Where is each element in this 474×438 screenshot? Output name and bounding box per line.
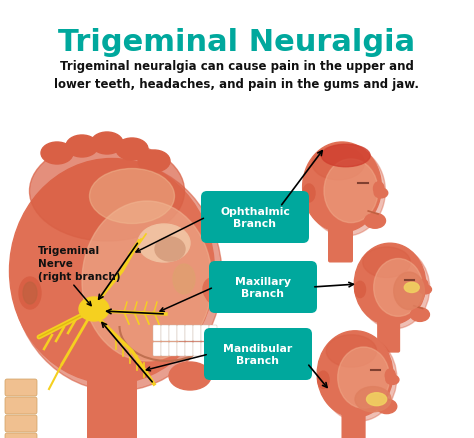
Ellipse shape (386, 375, 399, 385)
Ellipse shape (79, 297, 109, 321)
Ellipse shape (317, 331, 393, 417)
Ellipse shape (326, 335, 377, 367)
Ellipse shape (138, 151, 170, 173)
Ellipse shape (377, 399, 397, 413)
Ellipse shape (363, 247, 410, 278)
Text: Maxillary
Branch: Maxillary Branch (235, 276, 291, 299)
FancyBboxPatch shape (185, 342, 193, 356)
FancyBboxPatch shape (153, 325, 161, 341)
Ellipse shape (90, 169, 174, 224)
FancyBboxPatch shape (209, 342, 217, 356)
Ellipse shape (82, 201, 212, 361)
FancyBboxPatch shape (193, 325, 201, 341)
Ellipse shape (169, 362, 211, 390)
FancyBboxPatch shape (177, 325, 185, 341)
Ellipse shape (365, 214, 385, 229)
FancyBboxPatch shape (185, 325, 193, 341)
FancyBboxPatch shape (87, 376, 137, 438)
Ellipse shape (366, 393, 387, 406)
Ellipse shape (419, 286, 431, 294)
FancyBboxPatch shape (177, 342, 185, 356)
FancyBboxPatch shape (169, 342, 177, 356)
Ellipse shape (66, 136, 98, 158)
Text: Trigeminal Neuralgia: Trigeminal Neuralgia (58, 28, 416, 57)
Ellipse shape (355, 387, 391, 412)
FancyBboxPatch shape (201, 342, 209, 356)
Ellipse shape (307, 147, 385, 237)
Ellipse shape (23, 283, 37, 304)
Ellipse shape (385, 369, 395, 382)
Ellipse shape (321, 335, 397, 421)
Text: Trigeminal
Nerve
(right branch): Trigeminal Nerve (right branch) (38, 245, 120, 282)
FancyBboxPatch shape (5, 433, 37, 438)
FancyBboxPatch shape (193, 342, 201, 356)
FancyBboxPatch shape (161, 325, 169, 341)
Ellipse shape (354, 244, 426, 325)
FancyBboxPatch shape (161, 342, 169, 356)
Ellipse shape (12, 162, 222, 391)
Ellipse shape (374, 182, 384, 196)
Ellipse shape (337, 347, 390, 408)
Ellipse shape (91, 133, 123, 155)
Ellipse shape (116, 139, 148, 161)
Ellipse shape (318, 371, 329, 389)
Ellipse shape (138, 225, 190, 262)
Ellipse shape (173, 265, 195, 294)
Ellipse shape (312, 147, 365, 180)
Ellipse shape (358, 247, 430, 329)
FancyBboxPatch shape (5, 415, 37, 432)
Text: Mandibular
Branch: Mandibular Branch (223, 343, 292, 366)
FancyBboxPatch shape (169, 325, 177, 341)
FancyBboxPatch shape (341, 406, 365, 438)
Ellipse shape (41, 143, 73, 165)
Ellipse shape (155, 237, 185, 261)
FancyBboxPatch shape (204, 328, 312, 380)
Ellipse shape (29, 141, 184, 241)
FancyBboxPatch shape (209, 325, 217, 341)
Ellipse shape (302, 143, 382, 233)
Ellipse shape (9, 159, 215, 384)
FancyBboxPatch shape (153, 342, 161, 356)
FancyBboxPatch shape (209, 261, 317, 313)
FancyBboxPatch shape (201, 325, 209, 341)
Ellipse shape (404, 283, 419, 293)
Ellipse shape (180, 331, 215, 351)
Ellipse shape (419, 279, 428, 292)
Ellipse shape (19, 277, 41, 309)
Ellipse shape (410, 308, 429, 321)
Ellipse shape (374, 189, 388, 198)
FancyBboxPatch shape (5, 397, 37, 414)
FancyBboxPatch shape (377, 315, 400, 353)
Ellipse shape (321, 145, 370, 167)
Ellipse shape (206, 288, 228, 304)
Ellipse shape (324, 159, 378, 223)
Ellipse shape (303, 184, 315, 202)
Text: Trigeminal neuralgia can cause pain in the upper and
lower teeth, headaches, and: Trigeminal neuralgia can cause pain in t… (55, 60, 419, 91)
FancyBboxPatch shape (5, 379, 37, 396)
Ellipse shape (394, 272, 424, 310)
Ellipse shape (355, 282, 365, 298)
FancyBboxPatch shape (328, 222, 353, 263)
Ellipse shape (374, 259, 423, 317)
Text: Ophthalmic
Branch: Ophthalmic Branch (220, 206, 290, 229)
Ellipse shape (203, 279, 221, 300)
FancyBboxPatch shape (201, 191, 309, 244)
